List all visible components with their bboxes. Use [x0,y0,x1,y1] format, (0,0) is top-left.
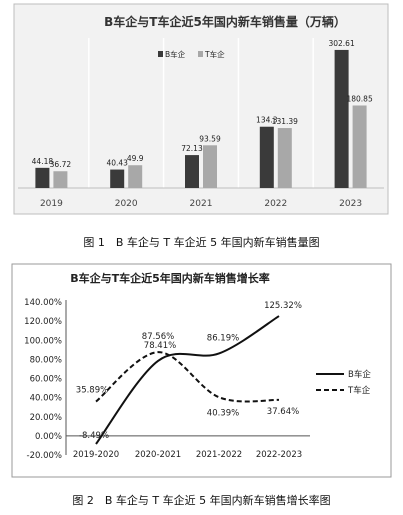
legend-swatch [158,51,163,57]
line-series-1 [95,315,280,445]
line-data-label: 37.64% [267,407,299,417]
line-data-label: 87.56% [142,332,174,342]
line-data-label: 78.41% [144,341,176,351]
bar-data-label: 93.59 [199,134,221,143]
y-tick-label: 20.00% [30,413,62,423]
bar-data-label: 302.61 [328,39,354,48]
bar-data-label: 72.13 [181,144,203,153]
bar-2020-series-2 [128,165,143,188]
chart2-frame [11,263,392,478]
y-tick-label: 80.00% [30,355,62,365]
line-data-label: 86.19% [207,333,239,343]
y-tick-label: 120.00% [24,317,62,327]
legend-label: T车企 [204,49,225,59]
legend-label: T车企 [347,385,371,396]
x-tick-label: 2021-2022 [196,450,242,460]
growth-rate-line-chart: B车企与T车企近5年国内新车销售增长率 140.00% 120.00% 100.00… [11,263,392,478]
y-tick-label: 140.00% [24,298,62,308]
chart2-title: B车企与T车企近5年国内新车销售增长率 [70,271,270,285]
y-tick-label: 100.00% [24,336,62,346]
bar-2019-series-1 [35,167,50,188]
legend-label: B车企 [165,49,186,59]
y-tick-label: 60.00% [30,375,62,385]
bar-data-label: 49.9 [127,154,144,163]
y-tick-label: 40.00% [30,394,62,404]
bar-2021-series-2 [203,145,217,188]
chart2-plot-area: 140.00% 120.00% 100.00% 80.00% 60.00% 40.00% 2… [24,298,371,461]
y-tick-label: 0.00% [35,432,62,442]
bar-data-label: 134.3 [256,116,278,125]
line-data-label: 125.32% [264,301,302,311]
x-tick-label: 2020 [115,199,138,209]
x-tick-label: 2022 [264,199,287,209]
x-tick-label: 2019 [40,199,63,209]
figure1-caption: 图 1 B 车企与 T 车企近 5 年国内新车销售量图 [83,236,320,249]
bar-2021-series-1 [185,155,199,188]
bar-data-label: 36.72 [50,160,72,169]
figure2-caption: 图 2 B 车企与 T 车企近 5 年国内新车销售增长率图 [72,494,331,507]
bar-2019-series-2 [53,171,68,188]
bar-2022-series-1 [259,126,274,188]
line-data-label: 35.89% [76,386,108,396]
line-series-2 [95,351,280,403]
x-tick-label: 2019-2020 [73,450,119,460]
bar-data-label: 44.18 [32,157,54,166]
bar-2020-series-1 [110,169,125,188]
legend-label: B车企 [348,369,371,380]
legend-swatch [198,51,203,57]
x-tick-label: 2020-2021 [135,450,181,460]
bar-2022-series-2 [277,128,292,188]
x-tick-label: 2021 [190,199,213,209]
x-tick-label: 2023 [339,199,362,209]
x-tick-label: 2022-2023 [256,450,302,460]
chart1-frame [13,3,389,215]
y-tick-label: -20.00% [27,451,62,461]
bar-2023-series-1 [334,49,349,188]
bar-data-label: 40.43 [106,159,128,168]
bar-data-label: 180.85 [346,94,372,103]
bar-2023-series-2 [352,105,367,188]
chart1-title: B车企与T车企近5年国内新车销售量（万辆） [104,14,346,29]
bar-data-label: 131.39 [272,117,298,126]
line-data-label: -8.49% [79,431,109,441]
line-data-label: 40.39% [207,408,239,418]
